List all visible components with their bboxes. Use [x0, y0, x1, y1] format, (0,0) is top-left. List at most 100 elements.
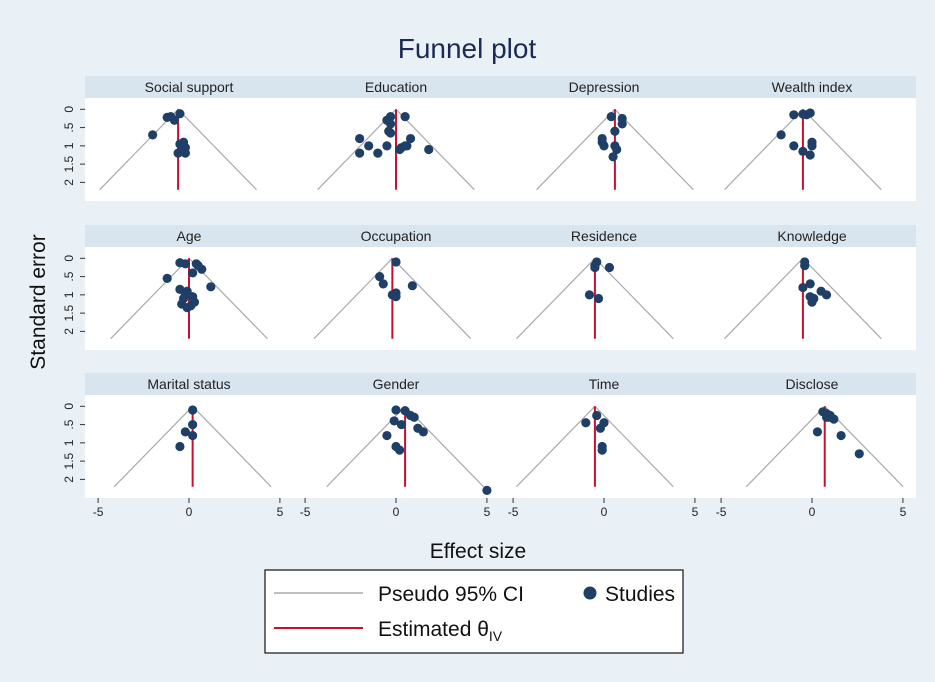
- study-point: [407, 281, 417, 291]
- study-point: [182, 303, 192, 313]
- legend-ci-label: Pseudo 95% CI: [378, 583, 524, 606]
- panel-title: Wealth index: [772, 79, 853, 95]
- panel-disclose: Disclose -5 0 5: [708, 373, 916, 519]
- ci-line-right: [391, 257, 472, 340]
- study-point: [418, 427, 428, 437]
- study-point: [395, 445, 405, 455]
- legend-estimate-label: Estimated θIV: [378, 618, 503, 644]
- study-point: [805, 150, 815, 160]
- study-point: [391, 405, 401, 415]
- panel-title: Education: [365, 79, 427, 95]
- panel-plot-area: [708, 395, 916, 498]
- study-point: [581, 418, 591, 428]
- study-point: [355, 133, 365, 144]
- study-point: [836, 430, 846, 441]
- ci-line-left: [536, 108, 616, 191]
- panel-title: Disclose: [786, 376, 839, 392]
- y-tick-label: 1: [62, 142, 76, 149]
- ci-line-right: [404, 405, 484, 488]
- panel-content: [724, 108, 882, 191]
- panel-title: Knowledge: [777, 228, 846, 244]
- ci-line-right: [177, 108, 257, 191]
- study-point: [776, 130, 786, 140]
- panel-content: [113, 405, 272, 488]
- y-tick-label: 1.5: [62, 304, 76, 321]
- panel-marital-status: Marital status 0 .5 1 1.5 2 -5 0 5: [62, 373, 293, 519]
- y-tick-label: 1.5: [62, 452, 76, 469]
- x-tick-label: 5: [692, 505, 699, 519]
- study-point: [595, 423, 605, 433]
- panel-education: Education: [292, 76, 500, 201]
- y-tick-label: 2: [62, 476, 76, 483]
- panel-social-support: Social support 0 .5 1 1.5 2: [62, 76, 293, 201]
- panel-occupation: Occupation: [292, 225, 500, 350]
- study-point: [188, 405, 198, 415]
- y-tick-label: 0: [62, 403, 76, 410]
- x-tick-label: -5: [300, 505, 311, 519]
- study-point: [395, 144, 405, 155]
- panel-content: [99, 108, 257, 191]
- ci-line-left: [516, 257, 596, 340]
- study-point: [188, 430, 198, 441]
- panels-group: Social support 0 .5 1 1.5 2 Education Depressio…: [62, 76, 916, 519]
- study-point: [391, 292, 401, 302]
- study-point: [800, 261, 810, 271]
- x-tick-label: -5: [93, 505, 104, 519]
- study-point: [405, 133, 416, 144]
- panel-strip: [292, 373, 500, 395]
- panel-title: Occupation: [361, 228, 432, 244]
- panel-residence: Residence: [500, 225, 708, 350]
- legend-studies-label: Studies: [605, 583, 675, 606]
- study-point: [385, 128, 396, 138]
- study-point: [373, 148, 383, 158]
- study-point: [355, 148, 365, 158]
- panel-title: Marital status: [147, 376, 230, 392]
- panel-content: [745, 405, 904, 488]
- x-tick-label: 0: [809, 505, 816, 519]
- study-point: [812, 427, 823, 437]
- study-point: [608, 152, 618, 162]
- study-point: [597, 445, 607, 455]
- study-point: [584, 290, 595, 300]
- panel-title: Social support: [145, 79, 234, 95]
- study-point: [396, 419, 407, 430]
- study-point: [823, 412, 833, 422]
- y-tick-label: 0: [62, 106, 76, 113]
- study-point: [798, 146, 808, 156]
- study-point: [206, 282, 216, 292]
- panel-strip: [500, 76, 708, 98]
- panel-content: [317, 108, 475, 191]
- ci-line-right: [192, 405, 272, 488]
- study-point: [807, 297, 817, 307]
- panel-strip: [85, 373, 293, 395]
- study-point: [801, 110, 812, 120]
- panel-title: Time: [589, 376, 620, 392]
- study-point: [854, 449, 864, 459]
- x-tick-label: 5: [900, 505, 907, 519]
- study-point: [593, 293, 604, 304]
- study-point: [188, 268, 198, 278]
- y-tick-label: 0: [62, 255, 76, 262]
- panel-depression: Depression: [500, 76, 708, 201]
- panel-strip: [85, 76, 293, 98]
- legend-box: [264, 569, 684, 654]
- study-point: [604, 262, 615, 273]
- study-point: [805, 279, 815, 289]
- study-point: [175, 109, 185, 119]
- study-point: [382, 141, 392, 151]
- study-point: [606, 112, 616, 122]
- study-point: [821, 290, 832, 300]
- ci-line-left: [110, 257, 190, 340]
- ci-line-right: [614, 108, 694, 191]
- study-point: [162, 112, 172, 122]
- y-tick-label: .5: [62, 122, 76, 132]
- study-point: [173, 148, 183, 158]
- study-point: [789, 110, 799, 120]
- x-tick-label: -5: [716, 505, 727, 519]
- panel-content: [313, 257, 472, 340]
- x-tick-label: 5: [277, 505, 284, 519]
- panel-content: [516, 257, 674, 340]
- study-point: [409, 412, 419, 422]
- panel-strip: [85, 225, 293, 247]
